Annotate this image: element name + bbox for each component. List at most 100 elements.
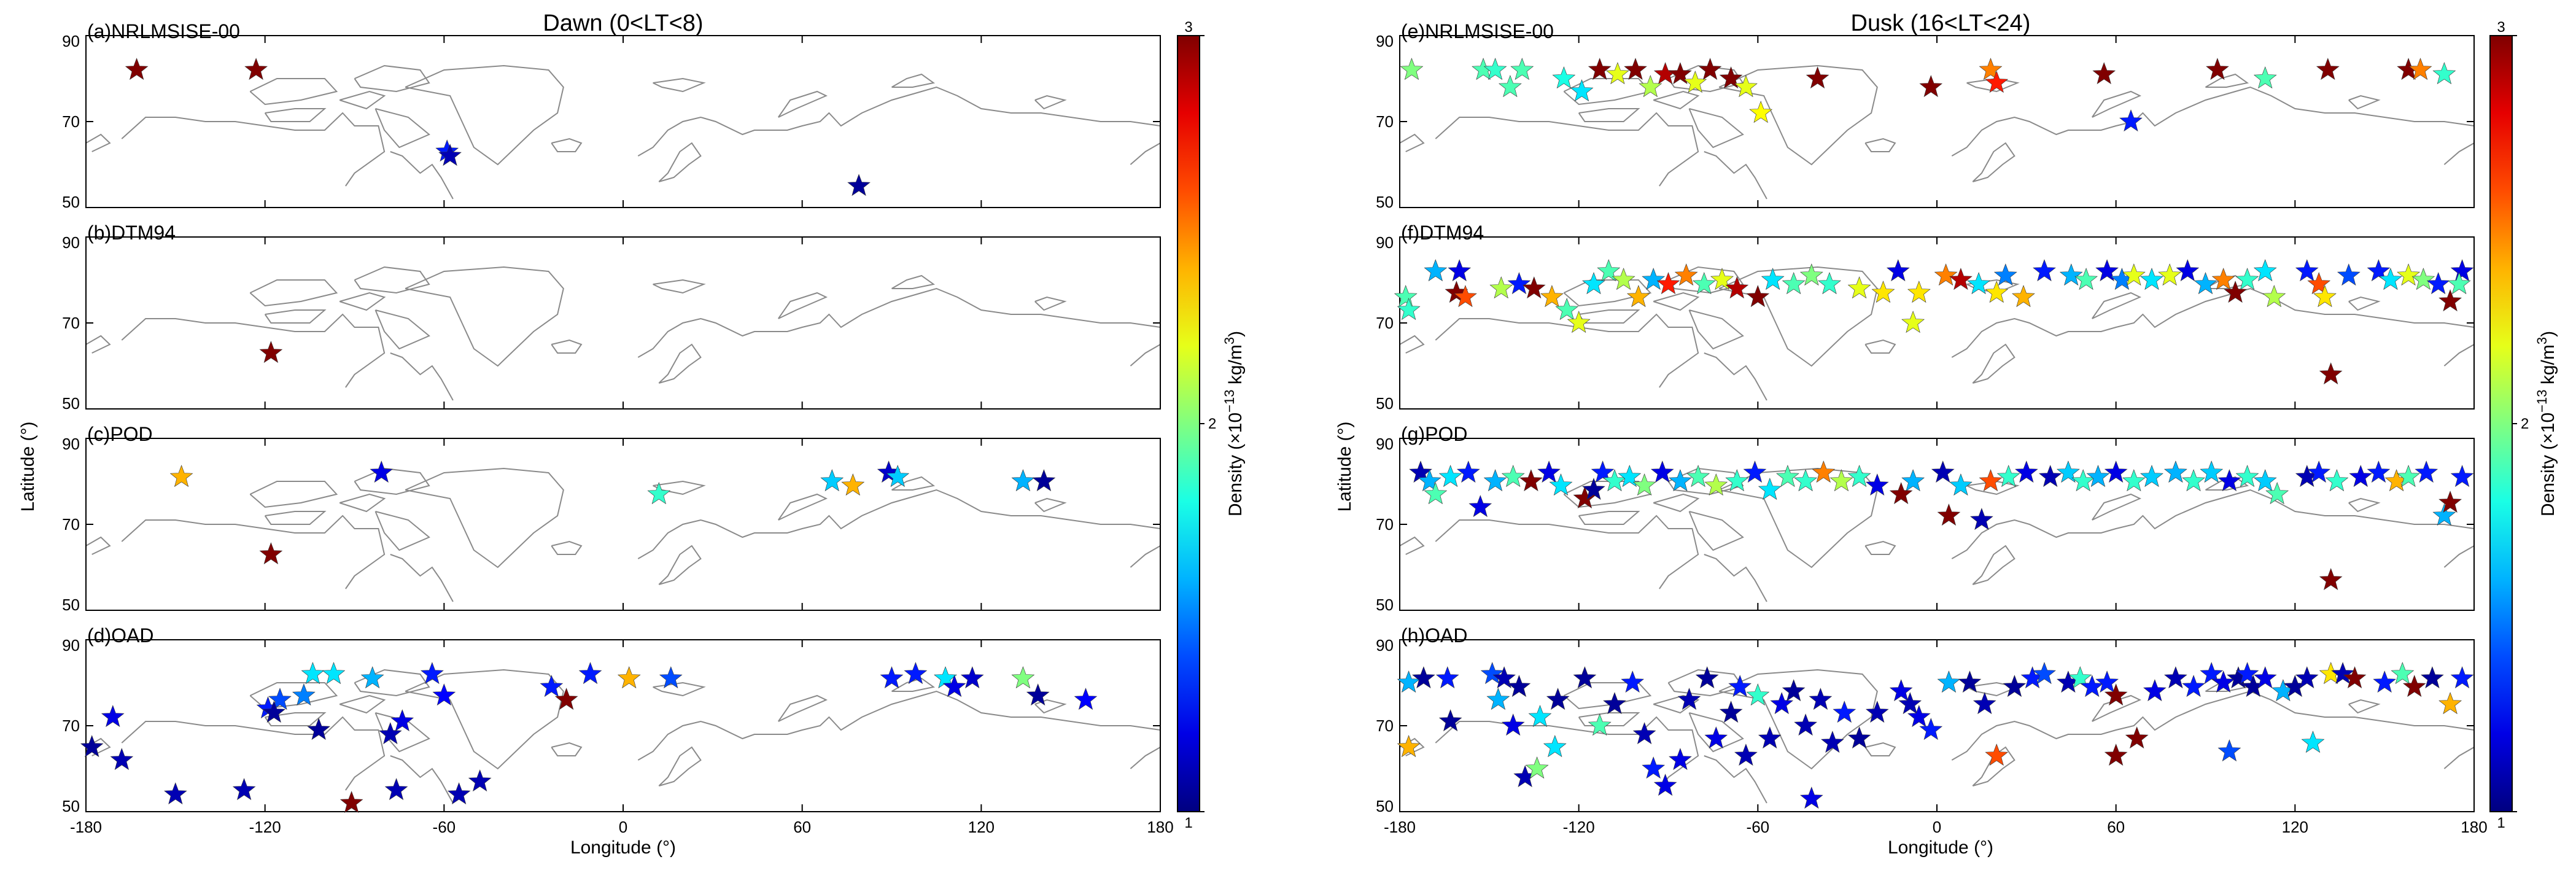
x-tick-label: 120 — [2282, 818, 2308, 836]
coastline — [1435, 313, 1699, 388]
star-marker — [1820, 731, 1844, 753]
y-axis-label-dusk: Latitude (°) — [1335, 421, 1355, 511]
coastline — [658, 746, 702, 786]
star-marker — [1776, 465, 1799, 487]
star-marker — [2438, 692, 2462, 715]
star-marker — [1653, 774, 1677, 796]
star-marker — [1829, 469, 1853, 492]
coastline — [891, 274, 936, 289]
star-marker — [2012, 285, 2035, 308]
coastline — [2443, 142, 2475, 165]
star-marker — [2056, 460, 2080, 483]
colorbar-tick-label: 2 — [2521, 416, 2529, 432]
coastline — [1718, 467, 1878, 569]
star-marker — [1032, 469, 1056, 492]
star-marker — [1632, 722, 1656, 745]
star-marker — [1510, 58, 1534, 80]
star-marker — [1669, 469, 1692, 492]
star-marker — [1540, 285, 1564, 308]
x-tick-label: 60 — [793, 818, 811, 836]
coastline — [551, 742, 583, 756]
star-marker — [2068, 666, 2092, 689]
coastline — [2443, 344, 2475, 367]
star-marker — [1725, 276, 1749, 299]
star-marker — [2140, 465, 2163, 487]
star-marker — [886, 465, 910, 487]
star-marker — [101, 705, 125, 728]
coastline — [121, 112, 386, 187]
coastline — [2348, 296, 2381, 311]
coastline — [1399, 133, 1425, 152]
star-marker — [2421, 666, 2444, 689]
star-marker — [1546, 688, 1570, 710]
coastline — [2091, 90, 2142, 118]
panel-frame — [85, 438, 1161, 611]
y-tick-label: 50 — [62, 394, 80, 413]
x-tick-label: -180 — [1384, 818, 1416, 836]
star-marker — [1934, 263, 1958, 286]
star-marker — [2211, 670, 2235, 693]
star-marker — [1686, 465, 1710, 487]
star-marker — [2432, 62, 2456, 85]
coastline — [354, 467, 430, 495]
star-marker — [1438, 709, 1462, 732]
star-marker — [1847, 465, 1871, 487]
star-marker — [1865, 473, 1889, 496]
star-marker — [1650, 460, 1674, 483]
star-marker — [1588, 713, 1612, 736]
colorbar-label: Density (×10−13 kg/m3) — [2534, 331, 2558, 516]
star-marker — [1871, 281, 1895, 303]
star-marker — [2343, 666, 2367, 689]
coastline — [653, 682, 706, 697]
star-marker — [1799, 786, 1823, 809]
coastline — [405, 467, 564, 569]
star-marker — [2316, 58, 2340, 80]
star-marker — [1847, 726, 1871, 749]
star-marker — [2143, 679, 2167, 702]
star-marker — [1901, 469, 1925, 492]
coastline — [1972, 142, 2015, 182]
star-marker — [1958, 670, 1982, 693]
y-tick-label: 70 — [62, 515, 80, 534]
star-marker — [1582, 272, 1605, 295]
y-tick-label: 50 — [1376, 797, 1394, 815]
star-marker — [1448, 259, 1472, 282]
star-marker — [1588, 58, 1612, 80]
colorbar-gradient — [1177, 35, 1200, 812]
coastline — [339, 90, 386, 110]
coastline — [1704, 755, 1767, 804]
y-tick-label: 70 — [1376, 314, 1394, 332]
star-marker — [1618, 465, 1642, 487]
coastline — [405, 64, 564, 166]
coastline — [1688, 712, 1744, 753]
star-marker — [904, 662, 928, 685]
star-marker — [960, 666, 984, 689]
star-marker — [1486, 688, 1510, 710]
x-tick-label: -60 — [1747, 818, 1770, 836]
y-tick-label: 90 — [1376, 636, 1394, 654]
star-marker — [2235, 465, 2259, 487]
dusk-panel-1: 50 70 90 (f)DTM94 — [1376, 222, 2475, 413]
star-marker — [1919, 75, 1943, 98]
star-marker — [244, 58, 268, 80]
star-marker — [2331, 662, 2355, 685]
coastline — [551, 540, 583, 555]
coastline — [637, 86, 1161, 157]
star-marker — [438, 144, 462, 166]
x-tick-label: 0 — [619, 818, 627, 836]
coastline — [2443, 747, 2475, 769]
star-marker — [1761, 268, 1785, 290]
star-marker — [2080, 675, 2104, 697]
y-tick-label: 70 — [1376, 717, 1394, 735]
star-marker — [1507, 272, 1531, 295]
star-marker — [2176, 259, 2200, 282]
star-marker — [1468, 495, 1492, 518]
star-marker — [1394, 285, 1418, 308]
star-marker — [1973, 692, 1996, 715]
star-marker — [169, 465, 193, 487]
star-marker — [339, 791, 363, 814]
y-tick-label: 50 — [62, 797, 80, 815]
star-marker — [2235, 662, 2259, 685]
x-tick-label: 60 — [2107, 818, 2125, 836]
